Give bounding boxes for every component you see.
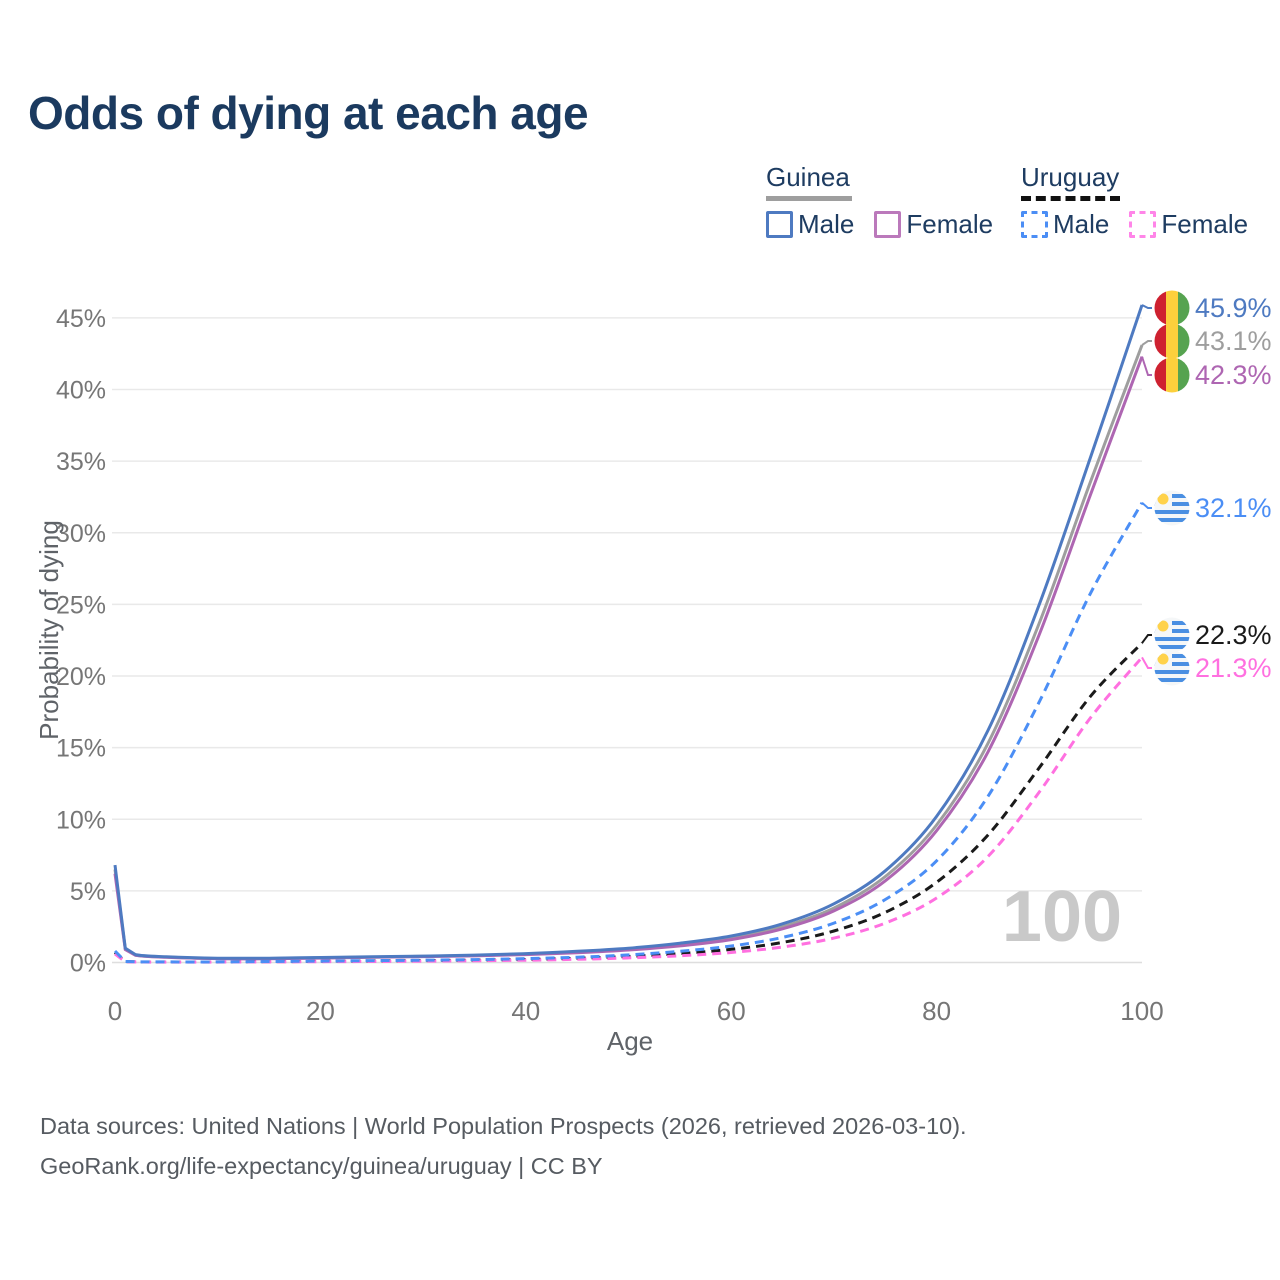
legend-guinea-title: Guinea	[766, 162, 993, 201]
y-tick-label: 20%	[56, 663, 106, 691]
uruguay-flag-icon	[1154, 650, 1190, 686]
footer-attribution: GeoRank.org/life-expectancy/guinea/urugu…	[40, 1153, 603, 1179]
label-connector	[1141, 304, 1152, 309]
end-label-value: 21.3%	[1195, 652, 1272, 683]
x-tick-label: 80	[922, 996, 951, 1026]
legend-uruguay-items: Male Female	[1021, 209, 1248, 240]
end-label-value: 45.9%	[1195, 292, 1272, 323]
x-tick-label: 60	[717, 996, 746, 1026]
legend-guinea-title-text: Guinea	[766, 162, 850, 192]
uruguay-flag-icon	[1154, 490, 1190, 526]
legend-item-guinea-female[interactable]: Female	[874, 209, 993, 240]
legend-uruguay-male-label: Male	[1053, 209, 1110, 239]
label-connector	[1141, 656, 1152, 669]
end-label-guinea-both-sexes: 43.1%	[1154, 323, 1272, 359]
x-tick-label: 40	[511, 996, 540, 1026]
legend-uruguay-title-text: Uruguay	[1021, 162, 1120, 192]
y-tick-label: 30%	[56, 520, 106, 548]
series-line-uruguay-male[interactable]	[113, 501, 1144, 964]
footer: Data sources: United Nations | World Pop…	[40, 1106, 967, 1186]
end-label-value: 22.3%	[1195, 619, 1272, 650]
uruguay-female-swatch-icon	[1129, 211, 1157, 238]
end-label-guinea-female: 42.3%	[1154, 357, 1272, 393]
y-tick-label: 5%	[70, 878, 106, 906]
x-tick-label: 0	[108, 996, 122, 1026]
uruguay-male-swatch-icon	[1021, 211, 1048, 238]
label-connector	[1141, 340, 1152, 346]
legend-guinea-items: Male Female	[766, 209, 993, 240]
legend-uruguay-underline	[1021, 196, 1120, 201]
y-tick-label: 40%	[56, 377, 106, 405]
legend-uruguay-female-label: Female	[1161, 209, 1249, 239]
y-tick-label: 35%	[56, 448, 106, 476]
end-label-value: 42.3%	[1195, 359, 1272, 390]
guinea-male-swatch-icon	[766, 211, 793, 238]
legend-item-guinea-male[interactable]: Male	[766, 209, 854, 240]
end-label-uruguay-both-sexes: 22.3%	[1154, 617, 1272, 653]
guinea-female-swatch-icon	[874, 211, 902, 238]
end-label-guinea-male: 45.9%	[1154, 290, 1272, 326]
y-tick-label: 10%	[56, 806, 106, 834]
watermark-age: 100	[1002, 877, 1122, 957]
y-tick-label: 25%	[56, 591, 106, 619]
label-connector	[1141, 501, 1152, 509]
series-line-uruguay-both-sexes[interactable]	[114, 642, 1144, 964]
legend-item-uruguay-female[interactable]: Female	[1129, 209, 1248, 240]
end-label-uruguay-female: 21.3%	[1154, 650, 1272, 686]
legend-item-uruguay-male[interactable]: Male	[1021, 209, 1109, 240]
y-axis-title: Probability of dying	[34, 520, 64, 740]
x-tick-label: 100	[1120, 996, 1163, 1026]
end-label-value: 43.1%	[1195, 325, 1272, 356]
y-tick-label: 0%	[70, 950, 106, 978]
series-line-guinea-both-sexes[interactable]	[113, 344, 1144, 961]
guinea-flag-icon	[1154, 323, 1190, 359]
uruguay-flag-icon	[1154, 617, 1190, 653]
label-connector	[1141, 356, 1152, 376]
footer-sources: Data sources: United Nations | World Pop…	[40, 1113, 967, 1139]
legend-guinea-male-label: Male	[798, 209, 855, 239]
legend-guinea-underline	[766, 196, 852, 201]
legend-group-guinea: Guinea Male Female	[766, 162, 993, 240]
y-tick-label: 15%	[56, 735, 106, 763]
label-connector	[1141, 634, 1152, 644]
series-line-guinea-male[interactable]	[113, 304, 1144, 960]
series-line-uruguay-female[interactable]	[114, 656, 1144, 964]
end-label-uruguay-male: 32.1%	[1154, 490, 1272, 526]
x-axis-title: Age	[606, 1026, 654, 1056]
page-title: Odds of dying at each age	[28, 87, 589, 139]
end-label-value: 32.1%	[1195, 492, 1272, 523]
series-line-guinea-female[interactable]	[113, 356, 1144, 961]
y-tick-label: 45%	[56, 305, 106, 333]
guinea-flag-icon	[1154, 290, 1190, 326]
legend-group-uruguay: Uruguay Male Female	[1021, 162, 1248, 240]
x-tick-label: 20	[306, 996, 335, 1026]
legend-uruguay-title: Uruguay	[1021, 162, 1248, 201]
legend-guinea-female-label: Female	[906, 209, 994, 239]
guinea-flag-icon	[1154, 357, 1190, 393]
